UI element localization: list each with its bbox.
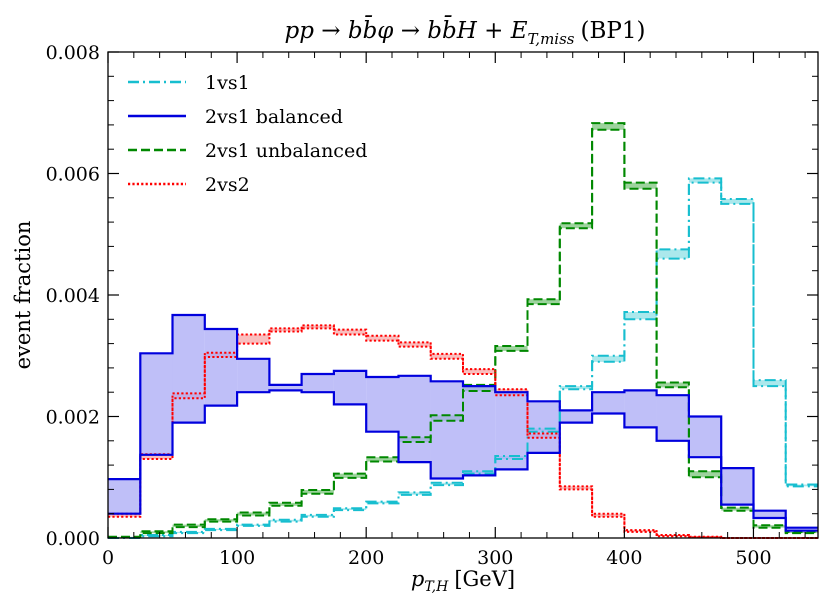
band-2vs2-bin-9 (398, 342, 431, 347)
band-2vs2-bin-4 (237, 334, 270, 344)
band-2vs1-balanced-bin-3 (204, 329, 238, 406)
legend-label-2vs1-unbalanced: 2vs1 unbalanced (205, 140, 367, 162)
band-2vs1-balanced-bin-2 (172, 315, 205, 423)
x-tick-label: 300 (477, 547, 513, 569)
line-2vs1-balanced-upper (108, 313, 818, 529)
plot-area (108, 122, 818, 539)
band-2vs2-bin-6 (301, 325, 334, 329)
band-2vs2-bin-15 (592, 513, 625, 517)
chart-title: pp → bb̄φ → bb̄H + ET,miss (BP1) (285, 16, 646, 48)
band-2vs2-bin-8 (366, 335, 399, 341)
band-2vs1-unbalanced-bin-19 (721, 507, 754, 511)
y-axis-label: event fraction (11, 221, 35, 370)
band-2vs1-unbalanced-bin-5 (269, 502, 302, 506)
band-2vs1-unbalanced-bin-3 (204, 519, 238, 522)
band-2vs1-unbalanced-bin-15 (592, 123, 625, 130)
band-2vs1-balanced-bin-9 (398, 375, 431, 463)
line-1vs1-upper (108, 177, 818, 539)
chart-title-process: pp → bb̄φ → bb̄H + E (285, 16, 528, 44)
band-2vs1-unbalanced-bin-16 (624, 182, 657, 189)
x-axis-label-unit: [GeV] (454, 567, 515, 591)
band-1vs1-bin-19 (721, 199, 754, 204)
band-2vs1-balanced-bin-13 (527, 401, 560, 453)
y-tick-label: 0.002 (46, 407, 100, 429)
band-2vs1-unbalanced-bin-4 (237, 512, 270, 516)
band-1vs1-bin-15 (592, 355, 625, 362)
x-tick-label: 100 (219, 547, 255, 569)
band-1vs1-bin-9 (398, 492, 431, 495)
y-tick-label: 0.004 (46, 285, 100, 307)
band-2vs1-unbalanced-bin-7 (333, 473, 367, 478)
legend-label-2vs1-balanced: 2vs1 balanced (205, 106, 343, 128)
band-2vs1-balanced-bin-16 (624, 390, 657, 428)
band-2vs2-bin-1 (140, 454, 173, 460)
band-1vs1-bin-20 (753, 380, 786, 387)
band-2vs1-balanced-bin-18 (688, 416, 722, 458)
band-2vs2-bin-0 (108, 513, 141, 517)
band-2vs1-balanced-bin-14 (559, 410, 593, 423)
x-tick-label: 0 (102, 547, 114, 569)
band-2vs1-balanced-bin-7 (333, 370, 367, 405)
chart-title-tag: (BP1) (581, 18, 646, 44)
line-2vs2-upper (108, 324, 818, 539)
legend-label-1vs1: 1vs1 (205, 72, 250, 94)
band-1vs1-bin-17 (656, 249, 689, 259)
band-1vs1-bin-14 (559, 386, 593, 390)
line-2vs1-balanced-lower (108, 389, 818, 532)
band-2vs1-balanced-bin-6 (301, 374, 334, 393)
band-1vs1-bin-10 (430, 482, 463, 486)
band-2vs1-unbalanced-bin-13 (527, 299, 560, 305)
band-2vs1-balanced-bin-8 (366, 377, 399, 432)
y-tick-label: 0.000 (46, 528, 100, 550)
band-2vs2-bin-18 (688, 536, 722, 538)
band-2vs1-balanced-bin-17 (656, 395, 689, 441)
band-2vs2-bin-7 (333, 329, 367, 335)
band-2vs1-unbalanced-bin-2 (172, 524, 205, 527)
chart-title-subscript: T,miss (528, 30, 575, 48)
legend-label-2vs2: 2vs2 (205, 174, 250, 196)
x-axis-label-var: p (411, 567, 424, 591)
band-2vs1-balanced-bin-21 (785, 527, 818, 531)
band-2vs1-balanced-bin-5 (269, 384, 302, 391)
y-tick-label: 0.006 (46, 164, 100, 186)
x-tick-label: 500 (735, 547, 771, 569)
line-2vs2-lower (108, 327, 818, 539)
band-2vs2-bin-5 (269, 328, 302, 332)
legend: 1vs1 2vs1 balanced 2vs1 unbalanced 2vs2 (128, 72, 367, 196)
band-2vs1-unbalanced-bin-14 (559, 223, 593, 229)
band-2vs1-unbalanced-bin-17 (656, 382, 689, 388)
band-2vs1-balanced-bin-19 (721, 468, 754, 505)
x-axis-label: pT,H [GeV] (411, 567, 515, 595)
band-2vs1-unbalanced-bin-8 (366, 457, 399, 462)
x-tick-label: 200 (348, 547, 384, 569)
band-1vs1-bin-18 (688, 178, 722, 183)
x-tick-label: 400 (606, 547, 642, 569)
y-tick-label: 0.008 (46, 42, 100, 64)
band-2vs1-balanced-bin-0 (108, 479, 141, 514)
band-2vs1-unbalanced-bin-18 (688, 471, 722, 478)
band-2vs1-unbalanced-bin-20 (753, 525, 786, 528)
band-2vs1-balanced-bin-12 (495, 392, 528, 470)
x-axis-label-sub: T,H (424, 579, 449, 595)
band-2vs1-unbalanced-bin-6 (301, 490, 334, 494)
band-2vs1-balanced-bin-1 (140, 353, 173, 455)
band-2vs1-balanced-bin-20 (753, 510, 786, 518)
band-2vs1-balanced-bin-10 (430, 381, 463, 479)
band-2vs1-balanced-bin-4 (237, 358, 270, 393)
band-2vs1-unbalanced-bin-12 (495, 346, 528, 351)
band-2vs1-balanced-bin-15 (592, 392, 625, 414)
band-2vs1-balanced-bin-11 (463, 386, 496, 476)
band-2vs2-bin-11 (463, 369, 496, 374)
band-2vs2-bin-10 (430, 353, 463, 359)
band-1vs1-bin-7 (333, 508, 367, 510)
band-2vs2-bin-14 (559, 486, 593, 490)
band-1vs1-bin-16 (624, 312, 657, 320)
